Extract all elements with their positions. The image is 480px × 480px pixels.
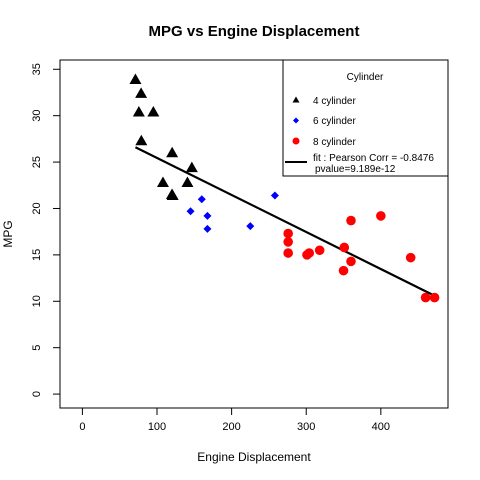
data-point-8-cylinder (283, 237, 293, 247)
data-point-6-cylinder (246, 222, 255, 231)
x-tick-label: 300 (297, 421, 315, 433)
data-point-6-cylinder (203, 224, 212, 233)
y-tick-label: 35 (31, 63, 43, 75)
data-point-4-cylinder (132, 105, 145, 117)
data-point-8-cylinder (429, 292, 440, 303)
y-tick-label: 20 (31, 202, 43, 214)
data-point-8-cylinder (420, 292, 431, 303)
legend-triangle-marker (292, 96, 300, 103)
legend-entry-8-cylinder: 8 cylinder (313, 137, 356, 148)
x-tick-label: 400 (372, 421, 390, 433)
y-tick-label: 30 (31, 110, 43, 122)
data-point-8-cylinder (346, 215, 356, 226)
y-tick-label: 0 (31, 391, 43, 397)
x-axis: 0 100 200 300 400 (79, 407, 390, 433)
x-axis-label: Engine Displacement (197, 450, 311, 464)
data-point-8-cylinder (339, 242, 350, 253)
y-tick-label: 15 (31, 249, 43, 261)
data-point-8-cylinder (338, 265, 349, 276)
legend-diamond-marker (293, 117, 299, 124)
points-layer (129, 73, 440, 303)
data-point-4-cylinder (156, 176, 169, 187)
y-axis-label: MPG (1, 220, 15, 247)
y-tick-label: 25 (31, 156, 43, 168)
data-point-6-cylinder (270, 191, 279, 200)
y-axis: 0 5 10 15 20 25 30 35 (31, 63, 61, 397)
data-point-4-cylinder (135, 87, 148, 98)
legend: Cylinder 4 cylinder 6 cylinder 8 cylinde… (282, 59, 449, 177)
data-point-6-cylinder (203, 211, 212, 220)
chart-title: MPG vs Engine Displacement (149, 23, 360, 40)
y-tick-label: 10 (31, 295, 43, 307)
data-point-4-cylinder (185, 161, 198, 173)
data-point-8-cylinder (405, 252, 416, 263)
data-point-8-cylinder (376, 211, 386, 221)
legend-circle-marker (292, 137, 300, 145)
legend-entry-6-cylinder: 6 cylinder (313, 116, 356, 127)
legend-entry-fit: fit : Pearson Corr = -0.8476 (313, 153, 434, 164)
data-point-8-cylinder (346, 256, 356, 267)
legend-title: Cylinder (347, 72, 384, 83)
data-point-6-cylinder (197, 195, 206, 204)
x-tick-label: 100 (148, 421, 166, 433)
data-point-8-cylinder (304, 248, 315, 258)
fit-line-layer (134, 146, 436, 297)
data-point-8-cylinder (283, 248, 293, 258)
y-tick-label: 5 (31, 345, 43, 351)
data-point-6-cylinder (186, 207, 195, 216)
data-point-4-cylinder (181, 176, 194, 187)
data-point-4-cylinder (135, 134, 148, 146)
data-point-4-cylinder (166, 146, 179, 158)
data-point-4-cylinder (147, 105, 160, 117)
x-tick-label: 200 (222, 421, 240, 433)
legend-entry-4-cylinder: 4 cylinder (313, 96, 356, 107)
data-point-8-cylinder (283, 228, 293, 239)
legend-entry-fit-pvalue: pvalue=9.189e-12 (315, 164, 396, 175)
data-point-4-cylinder (129, 73, 142, 84)
data-point-4-cylinder (166, 189, 179, 200)
data-point-8-cylinder (314, 245, 325, 256)
fit-line (134, 146, 436, 297)
x-tick-label: 0 (79, 421, 85, 433)
legend-box (282, 59, 449, 177)
